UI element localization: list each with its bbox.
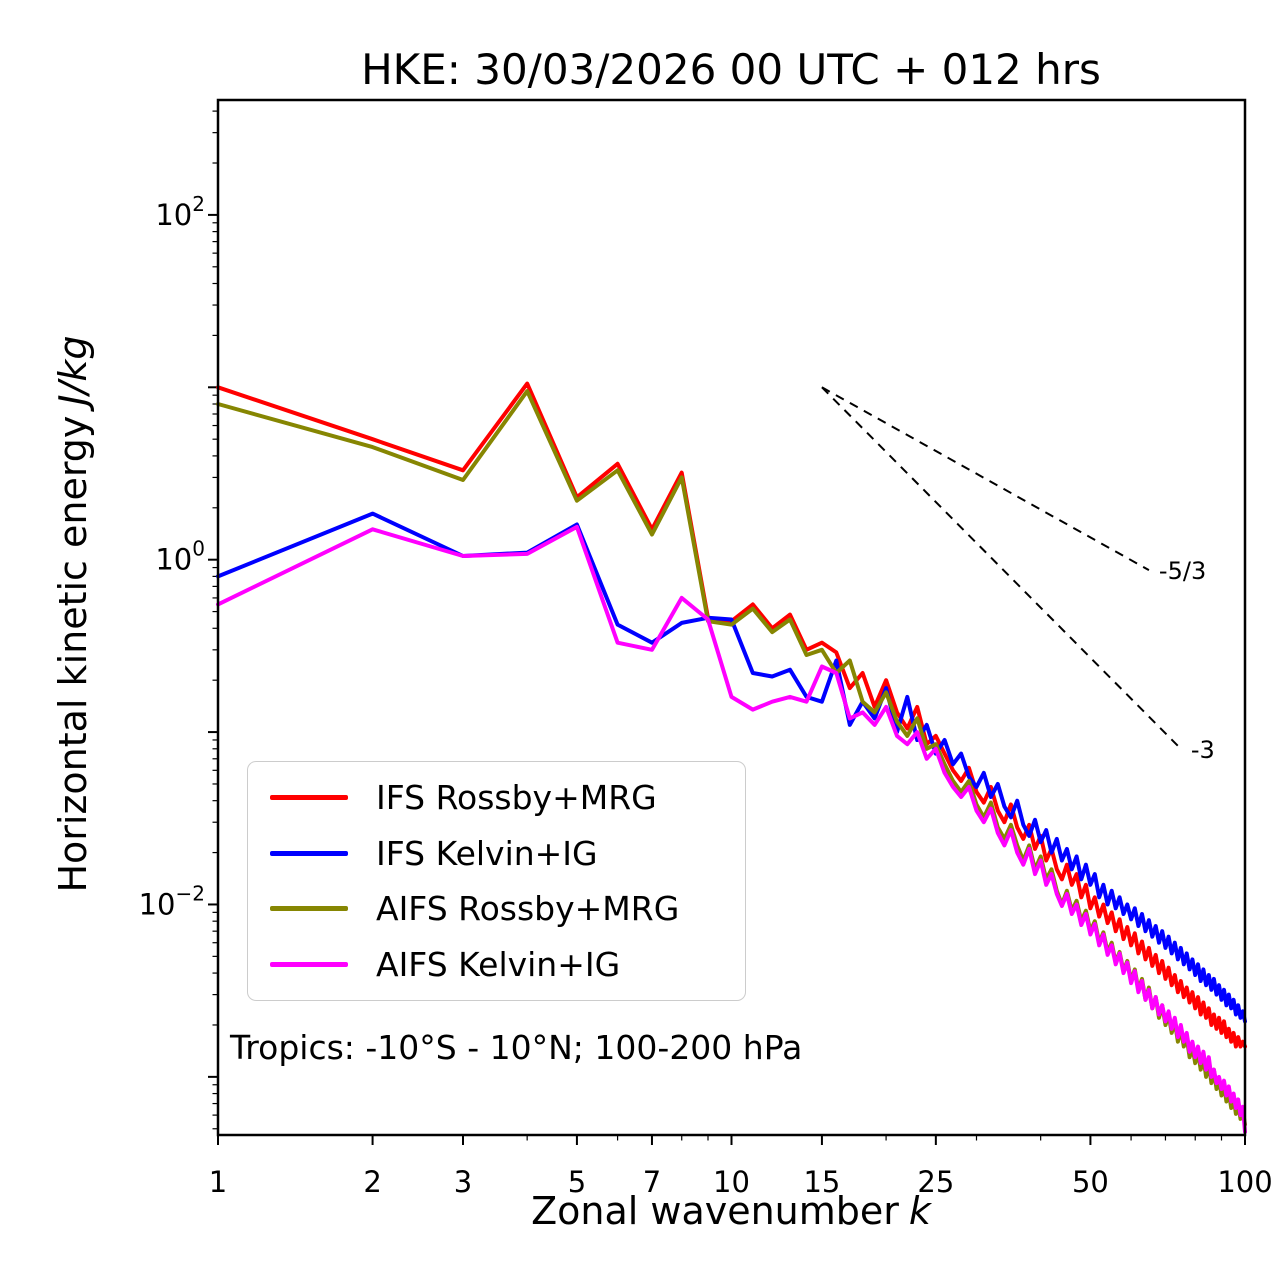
y-tick-label: 10−2	[139, 881, 205, 921]
legend-item: IFS Rossby+MRG	[270, 778, 723, 817]
legend-swatch	[270, 850, 348, 856]
reference-line-label: -5/3	[1159, 557, 1206, 585]
x-tick-label: 1	[209, 1165, 227, 1199]
y-axis-label-text: Horizontal kinetic energy	[51, 416, 95, 893]
legend-item: AIFS Kelvin+IG	[270, 945, 723, 984]
y-axis-label-symbol: J/kg	[51, 335, 95, 412]
x-tick-label: 2	[363, 1165, 381, 1199]
legend-swatch	[270, 961, 348, 967]
x-axis-label-symbol: k	[909, 1189, 933, 1233]
legend-label: AIFS Kelvin+IG	[376, 944, 621, 984]
reference-line	[821, 386, 1182, 750]
x-tick-label: 3	[454, 1165, 472, 1199]
legend-label: IFS Kelvin+IG	[376, 833, 598, 873]
legend-item: IFS Kelvin+IG	[270, 834, 723, 873]
legend-item: AIFS Rossby+MRG	[270, 889, 723, 928]
chart-title: HKE: 30/03/2026 00 UTC + 012 hrs	[361, 45, 1101, 94]
x-axis-label-text: Zonal wavenumber	[531, 1189, 899, 1233]
x-tick-label: 10	[713, 1165, 750, 1199]
x-axis-label: Zonal wavenumber k	[531, 1189, 933, 1233]
x-tick-label: 5	[568, 1165, 586, 1199]
plot-border	[216, 98, 1247, 1137]
region-annotation: Tropics: -10°S - 10°N; 100-200 hPa	[230, 1028, 803, 1067]
x-tick-label: 50	[1072, 1165, 1109, 1199]
legend: IFS Rossby+MRG IFS Kelvin+IG AIFS Rossby…	[247, 761, 746, 1001]
series-line-aifs-kelvin-ig	[216, 524, 1247, 1134]
x-tick-label: 7	[643, 1165, 661, 1199]
reference-line	[821, 386, 1150, 571]
series-line-aifs-rossby-mrg	[216, 389, 1247, 1127]
x-tick-label: 100	[1217, 1165, 1272, 1199]
y-tick-label: 100	[155, 537, 205, 577]
legend-label: AIFS Rossby+MRG	[376, 889, 680, 929]
legend-label: IFS Rossby+MRG	[376, 778, 657, 818]
y-axis-label: Horizontal kinetic energyJ/kg	[51, 335, 95, 892]
y-tick-label: 102	[155, 192, 205, 232]
x-tick-label: 25	[917, 1165, 954, 1199]
x-tick-label: 15	[803, 1165, 840, 1199]
reference-line-label: -3	[1191, 736, 1215, 764]
legend-swatch	[270, 795, 348, 801]
legend-swatch	[270, 906, 348, 912]
